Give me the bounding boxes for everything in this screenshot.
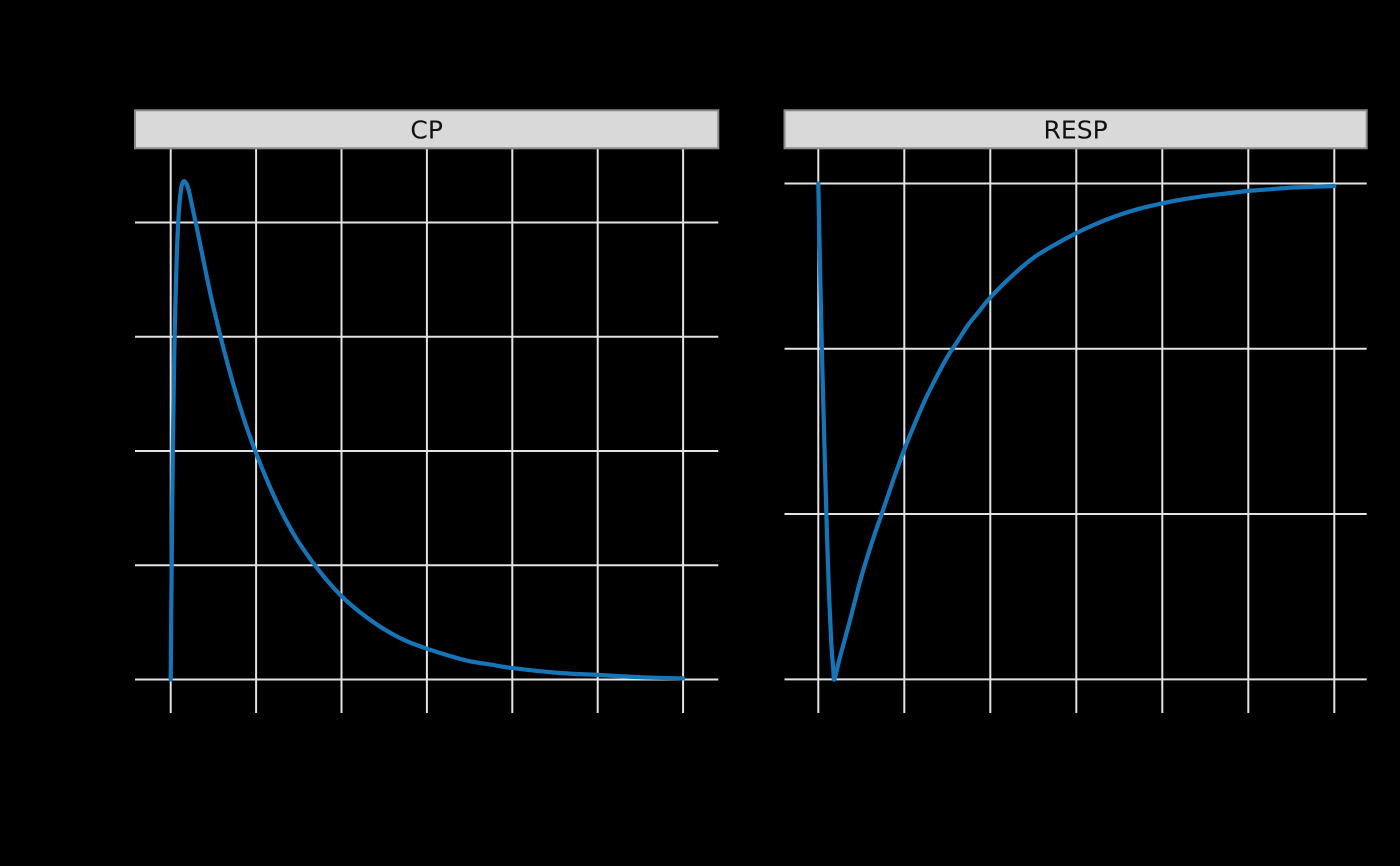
cp-curve [168,179,686,682]
resp-strip [783,109,1368,150]
resp-panel [784,148,1367,713]
cp-strip-label: CP [410,116,443,145]
cp-panel [135,148,719,713]
cp-strip [134,109,720,150]
resp-curve [816,181,1337,682]
resp-strip-label: RESP [1044,116,1108,145]
